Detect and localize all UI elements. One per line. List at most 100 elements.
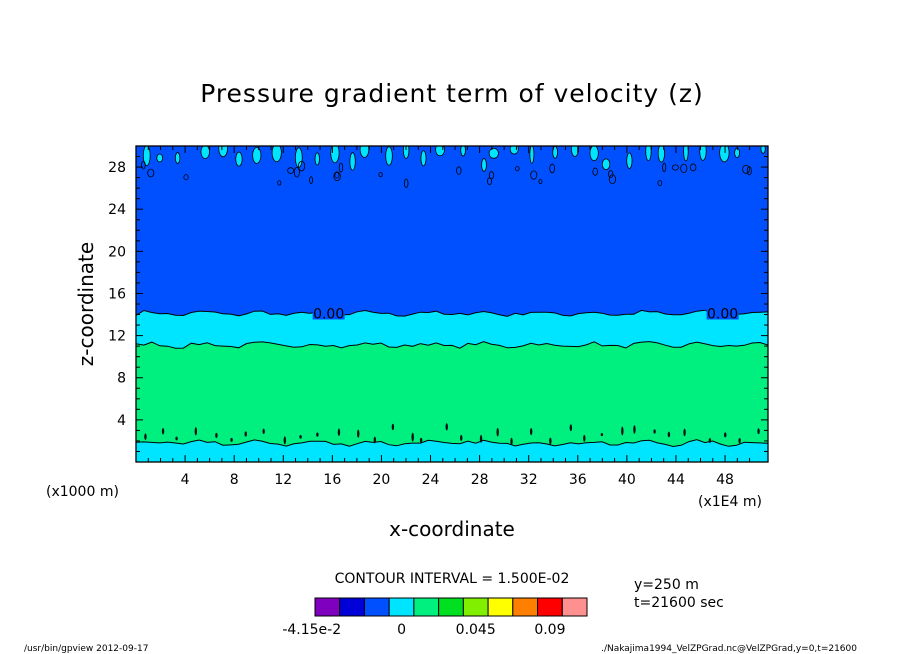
x-tick-label: 44	[667, 472, 685, 488]
plot-area: 0.00 0.00	[136, 146, 768, 462]
info-t: t=21600 sec	[634, 595, 724, 611]
footer-right: ./Nakajima1994_VelZPGrad.nc@VelZPGrad,y=…	[601, 644, 857, 654]
bottom-speck	[496, 427, 499, 437]
colorbar-label-3: 0.09	[534, 622, 565, 638]
y-tick-label: 8	[117, 371, 126, 387]
chart-title: Pressure gradient term of velocity (z)	[200, 79, 704, 108]
top-speck	[538, 179, 543, 184]
top-speck	[746, 166, 752, 176]
top-speck	[671, 164, 679, 171]
top-cell	[359, 146, 370, 158]
top-speck	[592, 167, 598, 176]
top-speck	[608, 174, 617, 185]
bottom-speck	[299, 435, 302, 439]
y-axis-label: z-coordinate	[74, 242, 98, 366]
top-speck	[742, 164, 750, 174]
x-tick-label: 12	[274, 472, 292, 488]
colorbar-swatch-0	[314, 597, 341, 617]
y-tick-label: 12	[108, 329, 126, 345]
top-cell	[699, 146, 707, 161]
top-cell	[252, 147, 262, 164]
colorbar-label-2: 0.045	[456, 622, 496, 638]
x-tick-label: 20	[373, 472, 391, 488]
x-unit-right: (x1E4 m)	[698, 494, 762, 510]
top-cell	[156, 153, 164, 163]
bottom-speck	[460, 434, 463, 442]
top-cell	[529, 146, 535, 164]
top-speck	[662, 162, 667, 173]
bottom-speck	[683, 428, 686, 437]
bottom-speck	[357, 429, 360, 438]
top-cell	[142, 146, 151, 166]
top-cell	[218, 146, 228, 158]
bottom-speck	[419, 437, 423, 443]
bottom-speck	[757, 428, 760, 435]
x-axis: 4 8 12 16 20 24 28 32 36 40 44 48	[135, 146, 751, 488]
bottom-speck	[337, 428, 341, 437]
top-speck	[297, 160, 306, 172]
top-speck	[403, 178, 409, 188]
colorbar-swatch-8	[512, 597, 539, 617]
top-cell	[385, 146, 393, 166]
colorbar-swatch-10	[561, 597, 588, 617]
top-cell	[420, 150, 427, 167]
top-speck	[183, 174, 189, 181]
top-cell	[235, 151, 243, 167]
y-tick-label: 4	[117, 413, 126, 429]
colorbar: -4.15e-2 0 0.045 0.09	[282, 597, 588, 638]
top-speck	[657, 180, 663, 187]
x-unit-left: (x1000 m)	[46, 484, 119, 500]
x-tick-label: 48	[716, 472, 734, 488]
top-cell	[570, 146, 579, 157]
top-cell	[349, 152, 356, 171]
top-speck	[488, 171, 495, 180]
bottom-speck	[529, 428, 533, 436]
top-cell	[481, 158, 487, 172]
top-cell	[294, 147, 303, 168]
top-speck	[147, 168, 155, 178]
bottom-speck	[262, 428, 265, 435]
top-cell	[589, 146, 599, 162]
y-tick-label: 28	[108, 160, 126, 176]
top-speck	[456, 166, 462, 175]
top-cell	[626, 152, 633, 169]
bottom-speck	[215, 432, 218, 438]
bottom-speck	[569, 424, 573, 432]
bottom-speck	[583, 434, 586, 442]
contour-line-1	[136, 341, 768, 349]
bottom-speck	[283, 436, 287, 445]
x-axis-label: x-coordinate	[389, 517, 515, 541]
top-speck	[608, 170, 614, 179]
colorbar-label-1: 0	[397, 622, 406, 638]
top-cell	[760, 146, 766, 154]
bottom-speck	[479, 434, 483, 443]
x-tick-label: 24	[422, 472, 440, 488]
top-speck	[549, 163, 556, 174]
colorbar-swatch-6	[462, 597, 489, 617]
contour-label-bg-0	[312, 306, 345, 320]
x-tick-label: 8	[230, 472, 239, 488]
bottom-speck	[445, 423, 448, 431]
bottom-speck	[667, 431, 671, 438]
top-speck	[338, 162, 344, 173]
top-speck	[277, 180, 282, 186]
y-axis: 4 8 12 16 20 24 28	[108, 145, 768, 463]
top-speck	[287, 167, 295, 174]
top-speck	[309, 176, 314, 184]
bottom-speck	[373, 436, 377, 444]
bottom-speck	[724, 432, 727, 438]
top-speck	[378, 171, 383, 178]
footer-left: /usr/bin/gpview 2012-09-17	[24, 644, 148, 654]
top-speck	[333, 171, 341, 182]
colorbar-swatch-9	[537, 597, 563, 617]
colorbar-swatch-1	[339, 597, 365, 617]
bottom-speck	[621, 426, 624, 436]
top-speck	[293, 167, 300, 178]
contour-line-0	[136, 309, 768, 317]
band-1	[136, 341, 768, 462]
top-cell	[271, 146, 282, 163]
contour-line-2	[136, 439, 768, 448]
colorbar-swatch-2	[363, 597, 390, 617]
colorbar-swatch-7	[487, 597, 514, 617]
